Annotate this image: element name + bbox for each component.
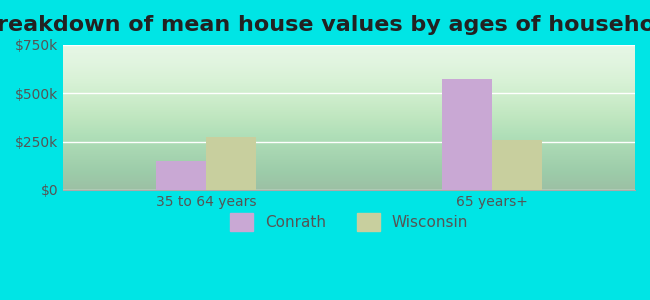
Bar (442, 79, 492, 190)
Bar (492, 140, 542, 190)
Bar (156, 161, 206, 190)
Title: Breakdown of mean house values by ages of householders: Breakdown of mean house values by ages o… (0, 15, 650, 35)
Bar (206, 137, 256, 190)
Legend: Conrath, Wisconsin: Conrath, Wisconsin (224, 206, 474, 237)
